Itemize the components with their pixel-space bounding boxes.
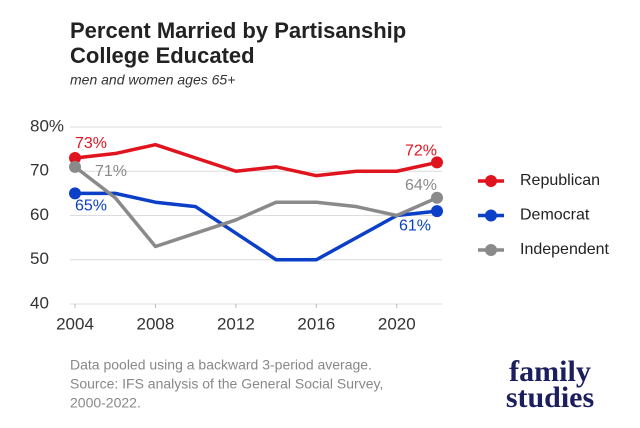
point-marker	[69, 187, 81, 200]
data-label: 65%	[75, 198, 107, 215]
legend-label: Democrat	[520, 207, 590, 224]
y-tick-label: 70	[30, 161, 49, 180]
y-tick-label: 50	[30, 249, 49, 268]
logo: studies	[506, 381, 594, 414]
chart-subtitle: men and women ages 65+	[70, 72, 235, 88]
legend-marker	[485, 175, 497, 187]
series-line	[73, 165, 438, 249]
data-label: 72%	[405, 143, 437, 160]
x-tick-label: 2020	[378, 314, 416, 333]
y-tick-label: 60	[30, 205, 49, 224]
x-tick-label: 2004	[56, 314, 94, 333]
x-tick-label: 2008	[137, 314, 175, 333]
point-marker	[431, 191, 443, 204]
series-line	[74, 142, 438, 178]
point-marker	[431, 205, 443, 218]
series-line	[75, 191, 438, 262]
x-tick-label: 2016	[297, 314, 335, 333]
point-marker	[69, 160, 81, 173]
legend-marker	[485, 209, 497, 222]
chart-title: College Educated	[70, 43, 255, 68]
legend-label: Independent	[520, 241, 610, 258]
logo: family	[509, 355, 591, 388]
note: Data pooled using a backward 3-period av…	[70, 357, 372, 373]
data-label: 61%	[399, 217, 431, 234]
point-marker	[69, 151, 81, 164]
point-marker	[431, 156, 443, 169]
x-tick-label: 2012	[217, 314, 255, 333]
legend-marker	[485, 244, 497, 256]
chart-title: Percent Married by Partisanship	[70, 18, 406, 43]
note: Source: IFS analysis of the General Soci…	[70, 376, 383, 392]
y-tick-label: 40	[30, 293, 49, 312]
y-tick-label: 80%	[30, 116, 64, 135]
data-label: 73%	[75, 135, 107, 152]
data-label: 64%	[405, 177, 437, 194]
data-label: 71%	[95, 163, 127, 180]
legend-label: Republican	[520, 172, 600, 189]
note: 2000-2022.	[70, 395, 141, 411]
